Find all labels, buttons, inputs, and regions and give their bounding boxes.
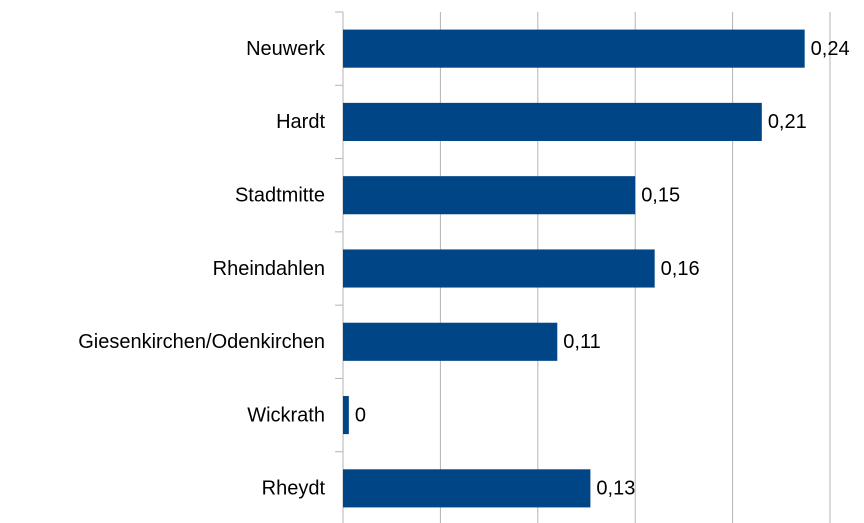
y-tick-label: Hardt — [276, 111, 325, 133]
value-label: 0,24 — [811, 38, 850, 60]
bar — [343, 469, 591, 508]
y-tick-label: Neuwerk — [246, 38, 326, 60]
bar — [343, 176, 636, 215]
value-label: 0 — [355, 404, 366, 426]
bar — [343, 29, 805, 68]
y-tick-label: Giesenkirchen/Odenkirchen — [78, 331, 325, 353]
y-tick-label: Rheindahlen — [213, 258, 325, 280]
bar — [343, 102, 762, 141]
y-tick-label: Stadtmitte — [235, 184, 325, 206]
value-label: 0,11 — [563, 331, 600, 353]
bar — [343, 322, 558, 361]
value-label: 0,16 — [661, 258, 700, 280]
value-label: 0,21 — [768, 111, 807, 133]
y-tick-label: Wickrath — [247, 404, 325, 426]
y-tick-label: Rheydt — [262, 478, 326, 500]
bar — [343, 249, 655, 288]
value-label: 0,15 — [641, 184, 680, 206]
bar — [343, 396, 349, 435]
value-label: 0,13 — [596, 478, 635, 500]
